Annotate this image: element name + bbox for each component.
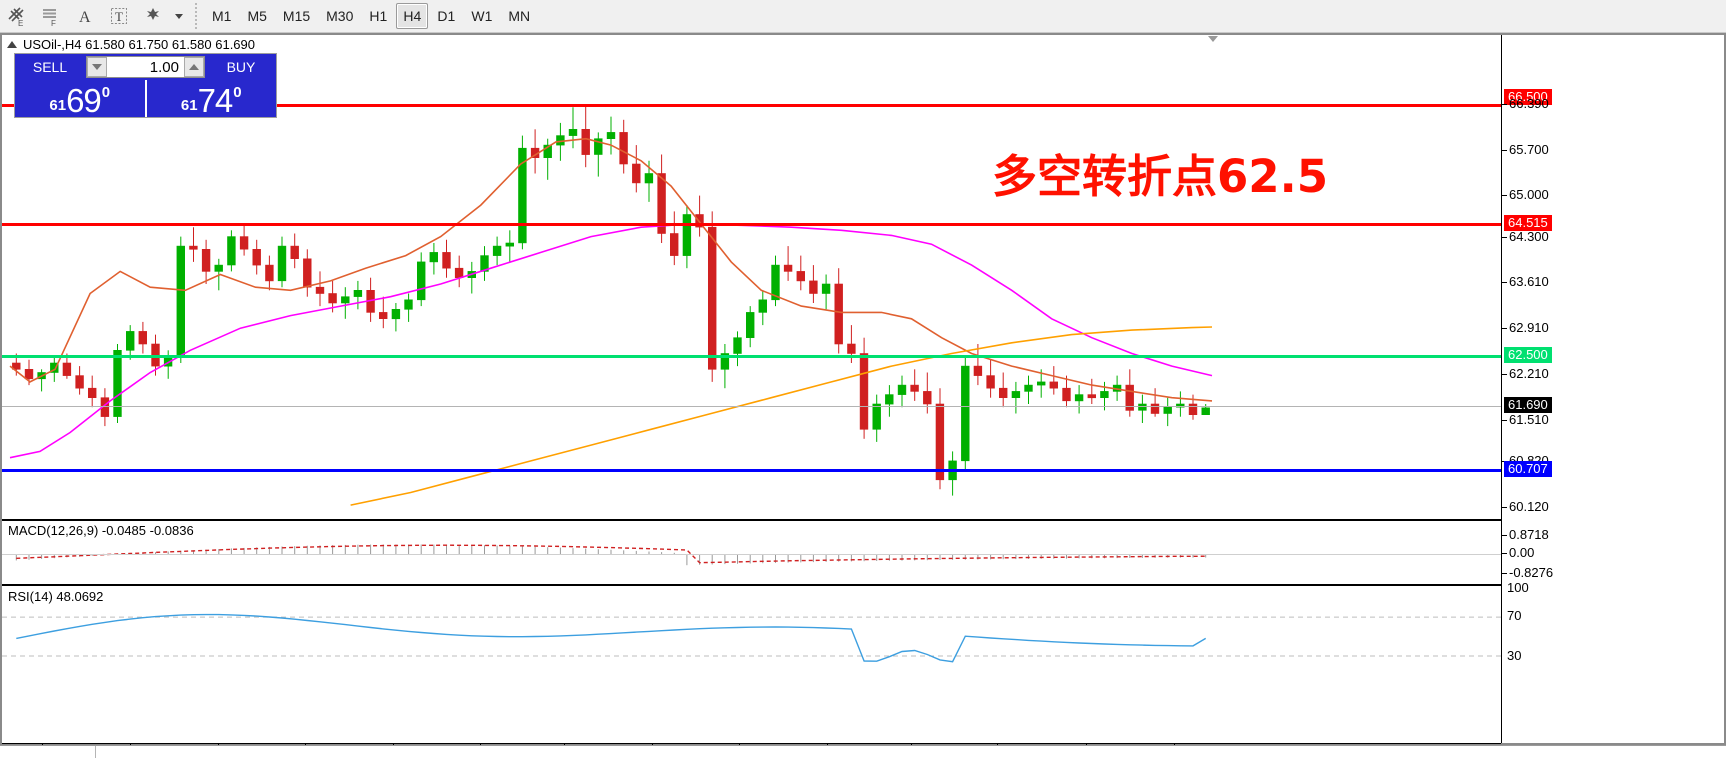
objects-dropdown-icon[interactable] (170, 1, 188, 31)
svg-text:A: A (79, 9, 91, 26)
templates-icon[interactable]: F (34, 1, 68, 31)
objects-icon[interactable] (136, 1, 170, 31)
price-label-62-910: 62.910 (1509, 320, 1549, 335)
price-label-62-210: 62.210 (1509, 366, 1549, 381)
main-toolbar: E F A T (0, 0, 1726, 33)
axis-tick (1502, 195, 1507, 196)
text-box-icon[interactable]: T (102, 1, 136, 31)
volume-decrease-icon[interactable] (87, 57, 107, 77)
volume-value[interactable]: 1.00 (107, 57, 184, 77)
price-label-61-510: 61.510 (1509, 412, 1549, 427)
status-strip (0, 745, 1726, 758)
indicators-icon[interactable]: E (0, 1, 34, 31)
axis-tick (1502, 150, 1507, 151)
macd-caption: MACD(12,26,9) -0.0485 -0.0836 (8, 523, 194, 538)
timeframe-m30[interactable]: M30 (326, 8, 354, 24)
axis-tick (1502, 374, 1507, 375)
axis-tick (1502, 237, 1507, 238)
price-pane[interactable] (2, 53, 1501, 517)
axis-tick (1502, 535, 1507, 536)
macd-svg (2, 544, 1501, 566)
sell-price-big: 69 (66, 81, 102, 119)
price-label-65-700: 65.700 (1509, 142, 1549, 157)
volume-stepper[interactable]: 1.00 (86, 56, 205, 78)
axis-tick (1502, 282, 1507, 283)
price-axis[interactable]: 66.500 66.390 65.700 65.000 64.515 64.300 63.6… (1501, 35, 1724, 743)
axis-tick (1502, 507, 1507, 508)
trade-panel-prices: 61 69 0 61 74 0 (15, 80, 276, 117)
timeframe-m1[interactable]: M1 (212, 8, 232, 24)
rsi-axis-label: 100 (1507, 580, 1529, 595)
axis-tick (1502, 328, 1507, 329)
resistance-64515[interactable] (2, 223, 1501, 226)
timeframe-h4[interactable]: H4 (396, 3, 429, 29)
price-label-66-500: 66.500 (1504, 89, 1552, 105)
macd-pane-separator (2, 519, 1501, 521)
timeframe-h1[interactable]: H1 (369, 8, 388, 24)
macd-axis-label: 0.00 (1509, 545, 1535, 560)
price-label-61-690: 61.690 (1504, 397, 1552, 413)
price-label-64-515: 64.515 (1504, 215, 1552, 231)
buy-price[interactable]: 61 74 0 (146, 80, 276, 119)
timeframe-m15[interactable]: M15 (282, 8, 311, 24)
axis-tick (1502, 553, 1507, 554)
chart-symbol-header: USOil-,H4 61.580 61.750 61.580 61.690 (2, 35, 255, 53)
timeframe-d1[interactable]: D1 (437, 8, 456, 24)
timeframe-w1[interactable]: W1 (471, 8, 493, 24)
collapse-triangle-icon[interactable] (7, 40, 17, 48)
chart-menu-caret-icon[interactable] (1208, 36, 1218, 42)
rsi-axis-label: 30 (1507, 648, 1522, 663)
buy-button[interactable]: BUY (206, 54, 276, 80)
macd-axis-label: 0.8718 (1509, 527, 1549, 542)
price-label-60-120: 60.120 (1509, 499, 1549, 514)
trade-panel-top-row: SELL 1.00 BUY (15, 54, 276, 80)
sell-price[interactable]: 61 69 0 (15, 80, 147, 117)
sell-button[interactable]: SELL (15, 54, 85, 80)
toolbar-separator (195, 3, 197, 29)
price-label-62-500: 62.500 (1504, 347, 1552, 363)
rsi-axis-label: 70 (1507, 608, 1522, 623)
text-label-icon[interactable]: A (68, 1, 102, 31)
price-label-63-610: 63.610 (1509, 274, 1549, 289)
svg-text:T: T (115, 9, 123, 24)
timeframe-mn[interactable]: MN (508, 8, 531, 24)
macd-axis-label: -0.8276 (1509, 565, 1554, 580)
svg-text:E: E (18, 19, 23, 27)
rsi-pane[interactable] (2, 587, 1501, 742)
symbol-ohlc-text: USOil-,H4 61.580 61.750 61.580 61.690 (23, 36, 256, 52)
axis-tick (1502, 420, 1507, 421)
support-60707[interactable] (2, 469, 1501, 472)
rsi-pane-separator (2, 584, 1501, 586)
buy-price-fraction: 0 (233, 84, 242, 101)
price-label-60-707: 60.707 (1504, 461, 1552, 477)
price-label-65-000: 65.000 (1509, 187, 1549, 202)
chart-annotation-text: 多空转折点62.5 (992, 150, 1329, 203)
buy-price-whole: 61 (180, 97, 198, 114)
svg-text:F: F (51, 19, 56, 27)
macd-pane[interactable] (2, 522, 1501, 582)
buy-price-big: 74 (197, 81, 234, 119)
sell-price-fraction: 0 (101, 84, 111, 101)
rsi-caption: RSI(14) 48.0692 (8, 589, 104, 604)
rsi-svg (2, 613, 1501, 663)
axis-tick (1502, 573, 1507, 574)
timeframe-m5[interactable]: M5 (247, 8, 267, 24)
price-label-64-300: 64.300 (1509, 229, 1549, 244)
status-strip-box (95, 746, 1726, 758)
price-candles-svg (9, 104, 1213, 506)
volume-increase-icon[interactable] (184, 57, 204, 77)
chart-frame: USOil-,H4 61.580 61.750 61.580 61.690 多空… (0, 33, 1726, 758)
sell-price-whole: 61 (49, 97, 67, 114)
axis-tick (1502, 104, 1507, 105)
one-click-trading-panel[interactable]: SELL 1.00 BUY 61 69 0 61 74 0 (14, 53, 277, 118)
resistance-66500[interactable] (2, 104, 1501, 107)
current-61690[interactable] (2, 406, 1501, 407)
pivot-62500[interactable] (2, 355, 1501, 358)
price-label-66-390: 66.390 (1509, 96, 1549, 111)
timeframe-group: M1 M5 M15 M30 H1 H4 D1 W1 MN (204, 3, 538, 29)
